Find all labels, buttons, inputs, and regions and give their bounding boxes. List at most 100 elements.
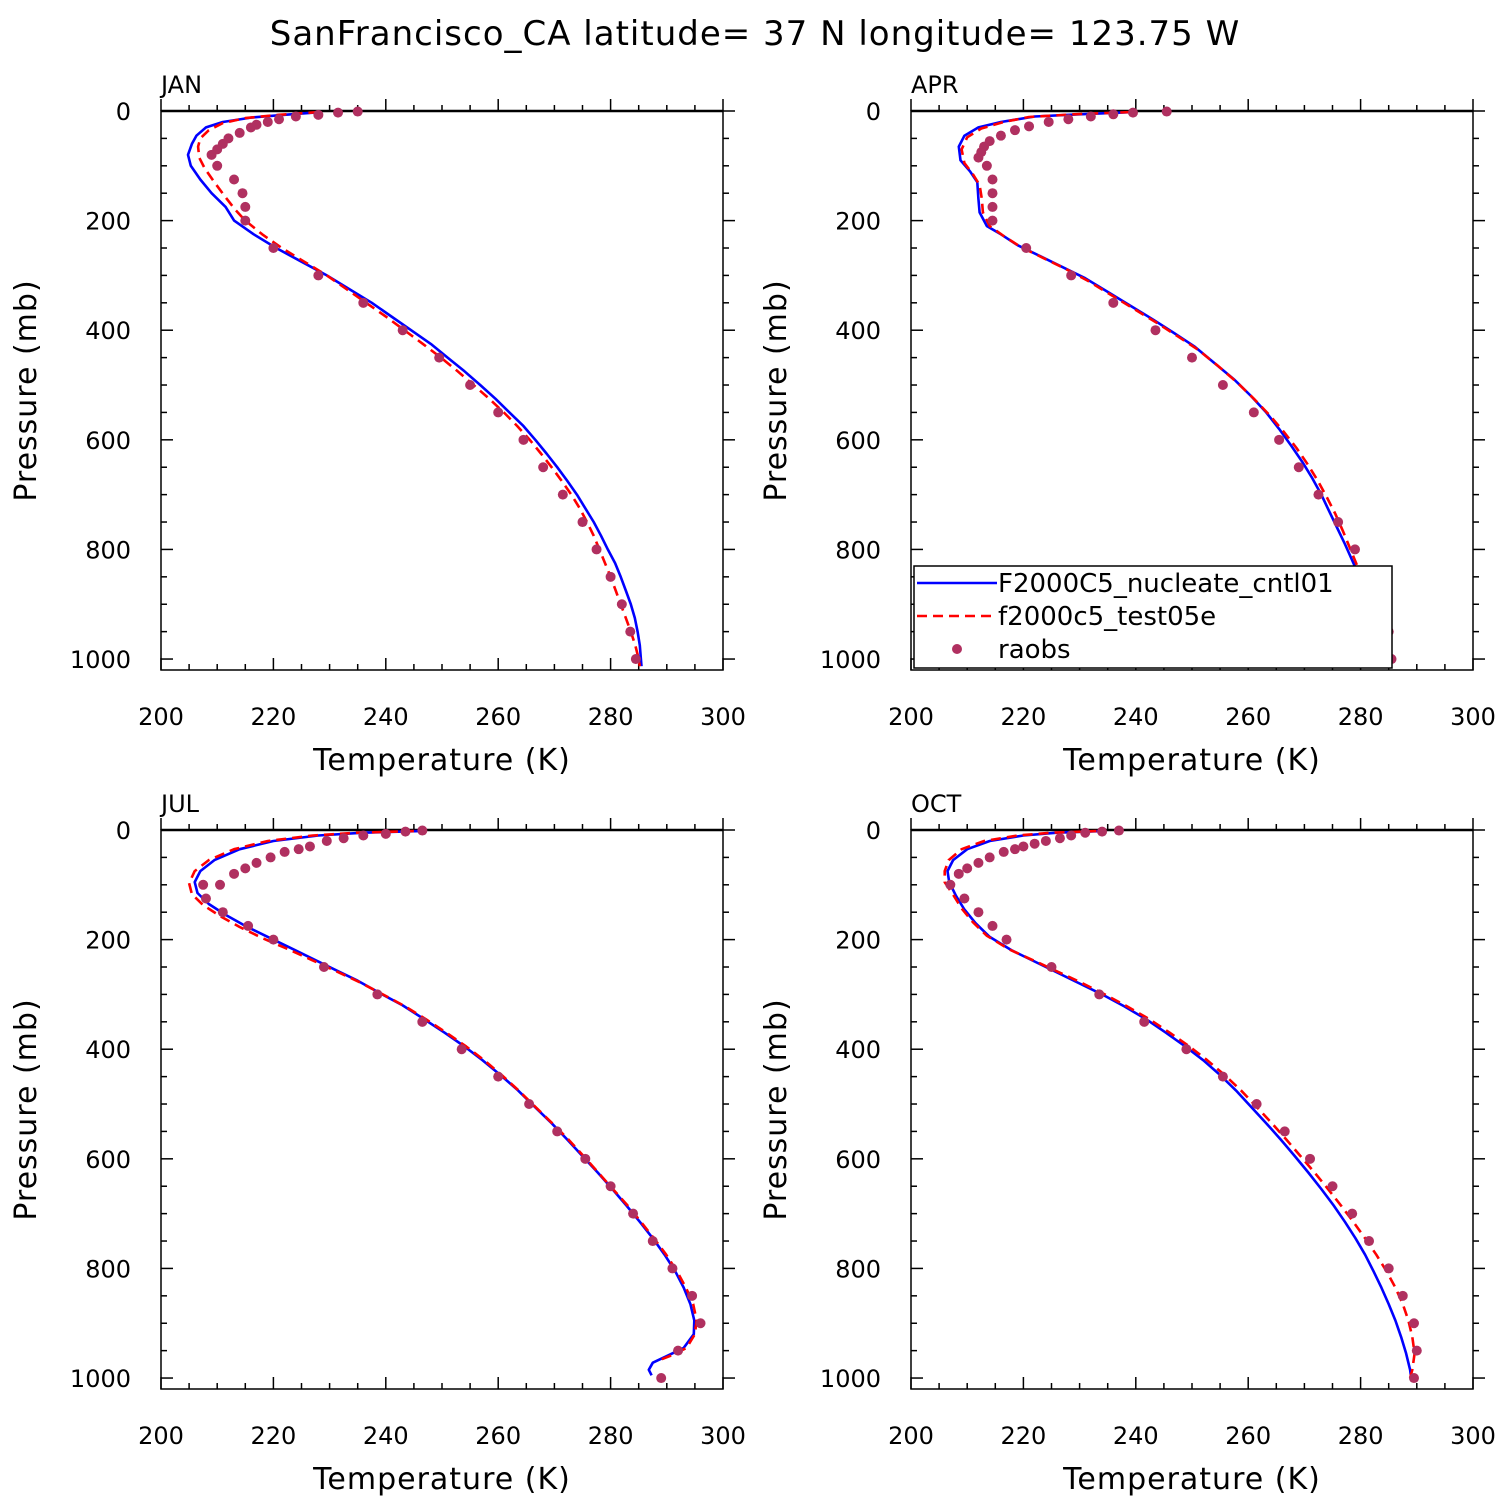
raobs-point bbox=[987, 920, 998, 931]
x-tick-label: 240 bbox=[1113, 1422, 1159, 1450]
raobs-point bbox=[945, 879, 956, 890]
y-axis-title: Pressure (mb) bbox=[9, 279, 44, 501]
x-tick-label: 240 bbox=[363, 703, 409, 731]
series-line-cntl01 bbox=[193, 829, 696, 1376]
raobs-point bbox=[605, 571, 616, 582]
y-tick-label: 0 bbox=[116, 98, 131, 126]
y-axis-title: Pressure (mb) bbox=[759, 279, 794, 501]
raobs-point bbox=[313, 109, 324, 120]
raobs-point bbox=[1139, 1016, 1150, 1027]
y-tick-label: 200 bbox=[835, 208, 881, 236]
y-tick-label: 800 bbox=[85, 1255, 131, 1283]
raobs-point bbox=[557, 489, 568, 500]
series-raobs bbox=[206, 106, 641, 665]
legend-label: F2000C5_nucleate_cntl01 bbox=[998, 569, 1334, 599]
raobs-point bbox=[338, 833, 349, 844]
raobs-point bbox=[538, 462, 549, 473]
raobs-point bbox=[1054, 833, 1065, 844]
raobs-point bbox=[1349, 544, 1360, 555]
y-tick-label: 200 bbox=[85, 927, 131, 955]
raobs-point bbox=[1333, 517, 1344, 528]
raobs-point bbox=[580, 1153, 591, 1164]
raobs-point bbox=[1397, 1290, 1408, 1301]
raobs-point bbox=[1085, 111, 1096, 122]
raobs-point bbox=[1094, 989, 1105, 1000]
x-tick-label: 260 bbox=[475, 703, 521, 731]
panel-label: APR bbox=[911, 71, 959, 99]
raobs-point bbox=[577, 517, 588, 528]
figure-title: SanFrancisco_CA latitude= 37 N longitude… bbox=[270, 14, 1241, 54]
raobs-point bbox=[1364, 1236, 1375, 1247]
raobs-point bbox=[358, 297, 369, 308]
series-line-test05e bbox=[187, 829, 698, 1362]
raobs-point bbox=[352, 106, 363, 117]
legend-label: raobs bbox=[998, 635, 1071, 665]
y-tick-label: 200 bbox=[85, 208, 131, 236]
y-tick-label: 400 bbox=[85, 317, 131, 345]
raobs-point bbox=[229, 174, 240, 185]
raobs-point bbox=[1097, 826, 1108, 837]
raobs-point bbox=[656, 1373, 667, 1384]
raobs-point bbox=[274, 114, 285, 125]
y-tick-label: 0 bbox=[116, 817, 131, 845]
raobs-point bbox=[313, 270, 324, 281]
raobs-point bbox=[973, 907, 984, 918]
x-tick-label: 200 bbox=[138, 1422, 184, 1450]
raobs-point bbox=[215, 879, 226, 890]
y-tick-label: 0 bbox=[866, 98, 881, 126]
panels: JAN 200 220 240 260 280 300 0 200 400 600 800 1000 Te… bbox=[9, 71, 1496, 1497]
y-tick-label: 800 bbox=[835, 1255, 881, 1283]
raobs-point bbox=[605, 1181, 616, 1192]
raobs-point bbox=[380, 828, 391, 839]
series-raobs bbox=[973, 106, 1397, 665]
y-tick-label: 600 bbox=[85, 1146, 131, 1174]
series-line-cntl01 bbox=[957, 110, 1390, 665]
raobs-point bbox=[397, 325, 408, 336]
raobs-point bbox=[333, 107, 344, 118]
raobs-point bbox=[321, 835, 332, 846]
raobs-point bbox=[268, 934, 279, 945]
x-tick-label: 220 bbox=[1000, 1422, 1046, 1450]
x-axis-title: Temperature (K) bbox=[312, 743, 571, 778]
y-tick-label: 400 bbox=[835, 317, 881, 345]
legend: F2000C5_nucleate_cntl01f2000c5_test05era… bbox=[913, 565, 1393, 669]
raobs-point bbox=[1327, 1181, 1338, 1192]
panel-oct: OCT 200 220 240 260 280 300 0 200 400 600 800 1000 Te… bbox=[759, 790, 1496, 1497]
raobs-point bbox=[591, 544, 602, 555]
raobs-point bbox=[973, 857, 984, 868]
x-tick-label: 280 bbox=[588, 703, 634, 731]
x-tick-label: 280 bbox=[588, 1422, 634, 1450]
raobs-point bbox=[1217, 380, 1228, 391]
raobs-point bbox=[1066, 830, 1077, 841]
raobs-point bbox=[959, 893, 970, 904]
y-axis-title: Pressure (mb) bbox=[759, 998, 794, 1220]
series-line-test05e bbox=[943, 829, 1416, 1379]
series-line-cntl01 bbox=[186, 110, 643, 667]
raobs-point bbox=[995, 130, 1006, 141]
raobs-point bbox=[1383, 1263, 1394, 1274]
raobs-point bbox=[1408, 1318, 1419, 1329]
y-axis-title: Pressure (mb) bbox=[9, 998, 44, 1220]
raobs-point bbox=[667, 1263, 678, 1274]
raobs-point bbox=[1108, 297, 1119, 308]
raobs-point bbox=[628, 1208, 639, 1219]
y-tick-label: 800 bbox=[85, 536, 131, 564]
raobs-point bbox=[1043, 116, 1054, 127]
panel-label: JUL bbox=[159, 790, 200, 818]
raobs-point bbox=[358, 830, 369, 841]
x-tick-label: 280 bbox=[1338, 703, 1384, 731]
y-tick-label: 400 bbox=[85, 1036, 131, 1064]
raobs-point bbox=[198, 879, 209, 890]
raobs-point bbox=[1181, 1044, 1192, 1055]
x-tick-label: 220 bbox=[250, 703, 296, 731]
raobs-point bbox=[493, 407, 504, 418]
raobs-point bbox=[1021, 243, 1032, 254]
raobs-point bbox=[1150, 325, 1161, 336]
legend-label: f2000c5_test05e bbox=[998, 602, 1216, 632]
raobs-point bbox=[1040, 835, 1051, 846]
raobs-point bbox=[1009, 844, 1020, 855]
raobs-point bbox=[1009, 125, 1020, 136]
raobs-point bbox=[1113, 825, 1124, 836]
raobs-point bbox=[237, 188, 248, 199]
